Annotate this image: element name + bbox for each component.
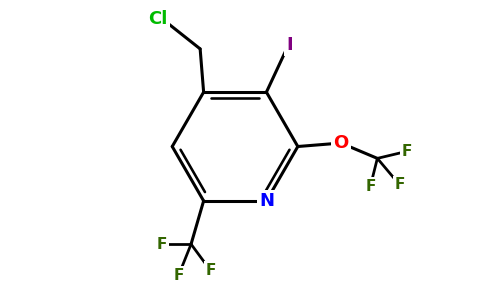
Text: I: I [286,36,293,54]
Text: F: F [157,237,167,252]
Text: F: F [205,263,216,278]
Text: F: F [365,179,376,194]
Text: O: O [333,134,348,152]
Text: N: N [259,192,274,210]
Text: F: F [394,177,405,192]
Text: F: F [401,144,412,159]
Text: Cl: Cl [149,10,168,28]
Text: F: F [173,268,184,283]
